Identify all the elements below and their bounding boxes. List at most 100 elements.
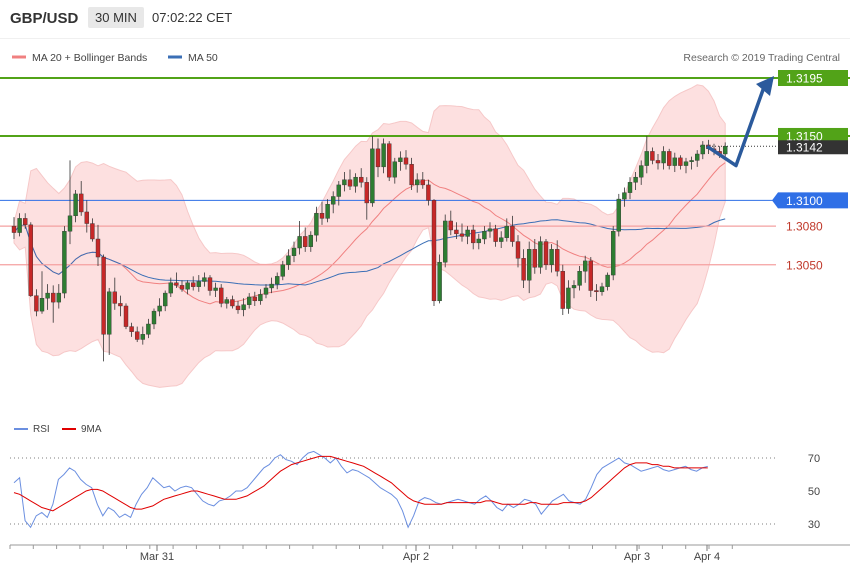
time-tick-label: Apr 4 <box>694 551 720 563</box>
candle-bear <box>510 225 515 242</box>
candle-bear <box>112 291 118 304</box>
rsi-legend: RSI 9MA <box>14 424 102 435</box>
candle-bear <box>359 176 364 183</box>
ma20-line <box>13 162 726 305</box>
candle-bull <box>443 220 448 263</box>
candle-bull <box>672 157 677 166</box>
legend: MA 20 + Bollinger Bands MA 50 Research ©… <box>12 52 840 64</box>
candle-bear <box>174 282 179 286</box>
copyright-label: Research © 2019 Trading Central <box>683 52 840 64</box>
candle-bull <box>263 287 269 295</box>
candle-bull <box>644 151 649 166</box>
candle-bear <box>218 287 224 304</box>
candle-bull <box>106 291 112 335</box>
candle-bull <box>392 161 397 178</box>
candle-bull <box>269 283 274 289</box>
candle-bull <box>549 249 554 265</box>
candle-bull <box>611 231 616 276</box>
candle-bull <box>297 236 302 249</box>
time-tick-label: Apr 2 <box>403 551 429 563</box>
candle-bull <box>280 264 285 277</box>
candle-bear <box>319 213 325 219</box>
candle-bear <box>471 229 476 244</box>
rsi-axis: 70 50 30 <box>808 453 820 531</box>
timestamp: 07:02:22 CET <box>152 10 233 25</box>
current-price-tag <box>778 140 848 155</box>
rsi-ma-legend-label: 9MA <box>81 424 102 435</box>
candle-bull <box>487 228 493 232</box>
resistance-tag <box>778 127 848 144</box>
ma50-legend-label: MA 50 <box>188 52 218 64</box>
rsi-ma-line <box>13 455 708 512</box>
candle-bull <box>437 261 442 302</box>
support-label: 1.3050 <box>786 258 823 272</box>
candle-bear <box>190 282 196 287</box>
ma20-legend-label: MA 20 + Bollinger Bands <box>32 52 147 64</box>
candle-bull <box>476 238 481 244</box>
candle-bull <box>314 213 319 236</box>
candle-bear <box>303 236 308 247</box>
current-price-label: 1.3142 <box>786 140 823 154</box>
candle-bear <box>655 160 661 164</box>
candle-bull <box>213 287 218 291</box>
rsi-chart: RSI 9MA 70 50 30 Mar 31 Apr 2 Apr 3 Apr 4 <box>9 424 850 563</box>
candle-bull <box>661 151 666 164</box>
candle-bull <box>527 249 532 281</box>
candle-bear <box>95 238 101 258</box>
forecast-arrowhead <box>756 76 774 96</box>
candle-bear <box>650 151 655 161</box>
candle-bull <box>723 146 728 155</box>
candle-bull <box>465 229 470 237</box>
candle-bear <box>420 179 425 186</box>
candle-bull <box>196 281 202 287</box>
candle-bear <box>532 249 537 268</box>
candle-bear <box>454 229 459 235</box>
resistance-label: 1.3195 <box>786 72 823 86</box>
candle-bear <box>235 305 241 311</box>
candle-bear <box>448 220 453 231</box>
candle-bull <box>140 334 146 340</box>
candle-bull <box>639 165 644 178</box>
candle-bull <box>325 204 330 219</box>
candle-bull <box>538 241 543 268</box>
instrument-title: GBP/USD <box>10 10 79 27</box>
candle-bull <box>157 305 162 312</box>
candle-bull <box>342 179 347 186</box>
candle-bear <box>34 295 39 312</box>
candle-bear <box>409 164 414 186</box>
candle-bull <box>566 287 571 309</box>
candle-bear <box>667 151 672 166</box>
pivot-tag <box>778 192 848 209</box>
candle-bull <box>241 304 246 311</box>
candle-bear <box>426 184 431 201</box>
time-tick-label: Mar 31 <box>140 551 174 563</box>
timeframe-badge[interactable]: 30 MIN <box>88 7 144 28</box>
candle-bear <box>347 179 353 187</box>
price-chart: MA 20 + Bollinger Bands MA 50 Research ©… <box>0 38 850 388</box>
pivot-label: 1.3100 <box>786 194 823 208</box>
candle-bull <box>308 234 313 247</box>
candle-bear <box>521 258 526 281</box>
rsi-tick-label: 70 <box>808 453 820 465</box>
candle-bear <box>459 233 465 237</box>
rsi-line <box>13 450 708 529</box>
pivot-tag-pointer <box>772 192 778 209</box>
candle-bear <box>134 331 140 340</box>
candle-bear <box>84 211 90 224</box>
candle-bull <box>146 323 151 335</box>
candle-bull <box>633 176 638 183</box>
candle-bull <box>398 157 403 162</box>
candle-bull <box>168 282 174 294</box>
resistance-label: 1.3150 <box>786 129 823 143</box>
candle-bear <box>678 157 683 166</box>
candle-bear <box>28 224 33 296</box>
candle-bull <box>45 292 50 299</box>
candle-bull <box>695 153 700 161</box>
candle-bull <box>185 282 190 290</box>
candle-bear <box>129 326 134 332</box>
candle-bull <box>370 148 375 204</box>
candle-bull <box>275 276 280 285</box>
resistance-tag <box>778 70 848 86</box>
candle-bull <box>336 184 341 197</box>
candle-bear <box>207 277 213 291</box>
